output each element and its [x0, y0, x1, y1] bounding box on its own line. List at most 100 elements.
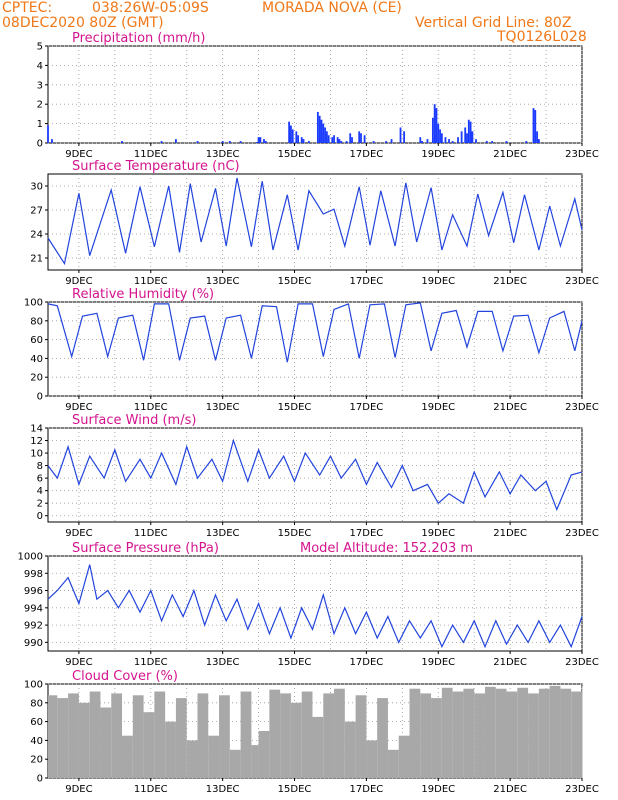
cloud-bar — [219, 695, 230, 778]
y-tick-label: 40 — [30, 736, 43, 747]
precip-bar — [47, 125, 49, 143]
cloud-bar — [132, 695, 144, 778]
x-tick-label: 19DEC — [421, 402, 455, 413]
y-tick-label: 990 — [24, 638, 43, 649]
x-tick-label: 13DEC — [206, 276, 240, 287]
precip-bar — [537, 139, 540, 143]
header-vline: Vertical Grid Line: 80Z — [415, 15, 572, 31]
x-tick-label: 11DEC — [134, 528, 168, 539]
precip-bar — [534, 110, 537, 143]
x-tick-label: 9DEC — [65, 657, 92, 668]
cloud-bar — [186, 740, 198, 778]
precip-bar — [399, 127, 402, 143]
y-tick-label: 0 — [37, 774, 43, 785]
y-tick-label: 996 — [24, 586, 43, 597]
precip-bar — [358, 131, 361, 143]
x-tick-label: 13DEC — [206, 402, 240, 413]
y-tick-label: 2 — [37, 100, 43, 111]
precip-bar — [372, 141, 375, 143]
precip-bar — [51, 139, 53, 143]
y-tick-label: 60 — [30, 717, 43, 728]
precip-bar — [431, 117, 434, 143]
precip-bar — [505, 141, 508, 143]
y-tick-label: 4 — [37, 486, 43, 497]
x-tick-label: 19DEC — [421, 528, 455, 539]
precip-bar — [295, 131, 298, 143]
x-tick-label: 23DEC — [565, 784, 599, 795]
header-source: CPTEC: — [2, 0, 53, 16]
x-tick-label: 21DEC — [493, 402, 527, 413]
y-tick-label: 60 — [30, 335, 43, 346]
cloud-bar — [441, 687, 453, 778]
cloud-bar — [463, 688, 475, 778]
x-tick-label: 21DEC — [493, 784, 527, 795]
cloud-bar — [229, 749, 241, 778]
precip-bar — [345, 141, 348, 143]
precip-bar — [316, 111, 319, 143]
cloud-bar — [143, 712, 155, 778]
header-coords: 038:26W-05:09S — [92, 0, 209, 16]
precip-bar — [291, 129, 294, 143]
precip-bar — [435, 108, 438, 143]
precip-bar — [460, 131, 463, 143]
x-tick-label: 23DEC — [565, 528, 599, 539]
cloud-bar — [122, 735, 133, 778]
y-tick-label: 12 — [30, 436, 43, 447]
x-tick-label: 17DEC — [350, 402, 384, 413]
x-tick-label: 11DEC — [134, 784, 168, 795]
precip-bar — [333, 135, 335, 143]
series-line — [47, 302, 583, 363]
cloud-bar — [312, 716, 324, 778]
cloud-bar — [517, 687, 529, 778]
cloud-bar — [538, 688, 550, 778]
precip-bar — [525, 141, 528, 143]
panel-title: Surface Wind (m/s) — [72, 413, 196, 428]
cloud-bar — [100, 707, 112, 778]
cloud-bar — [377, 698, 388, 778]
y-tick-label: 994 — [24, 603, 43, 614]
cloud-bar — [582, 685, 583, 778]
precip-bar — [175, 139, 177, 143]
cloud-bar — [323, 693, 335, 778]
precip-bar — [336, 137, 339, 143]
y-tick-label: 0 — [37, 511, 43, 522]
x-tick-label: 19DEC — [421, 276, 455, 287]
cloud-bar — [78, 702, 90, 778]
precip-bar — [327, 135, 330, 143]
series-line — [47, 564, 583, 649]
x-tick-label: 21DEC — [493, 528, 527, 539]
precip-bar — [451, 141, 454, 143]
precip-bar — [469, 121, 472, 143]
x-tick-label: 19DEC — [421, 149, 455, 160]
x-tick-label: 9DEC — [65, 402, 92, 413]
panel-title: Cloud Cover (%) — [72, 669, 178, 684]
cloud-bar — [175, 698, 187, 778]
precip-bar — [421, 141, 423, 143]
precip-bar — [403, 131, 406, 143]
cloud-bar — [197, 693, 209, 778]
precip-bar — [263, 139, 265, 143]
precip-bar — [300, 137, 303, 143]
y-tick-label: 80 — [30, 316, 43, 327]
panel-annotation: Model Altitude: 152.203 m — [300, 541, 473, 556]
x-tick-label: 19DEC — [421, 657, 455, 668]
cloud-bar — [154, 691, 166, 778]
x-tick-label: 11DEC — [134, 657, 168, 668]
y-tick-label: 40 — [30, 354, 43, 365]
y-tick-label: 1 — [37, 119, 43, 130]
x-tick-label: 13DEC — [206, 149, 240, 160]
y-tick-label: 21 — [30, 254, 43, 265]
precip-bar — [448, 139, 450, 143]
cloud-bar — [409, 688, 421, 778]
precip-bar — [363, 135, 366, 143]
x-tick-label: 21DEC — [493, 149, 527, 160]
x-tick-label: 9DEC — [65, 784, 92, 795]
y-tick-label: 14 — [30, 424, 43, 435]
panel-frame — [47, 427, 583, 523]
x-tick-label: 23DEC — [565, 402, 599, 413]
precip-bar — [390, 139, 393, 143]
panel-title: Surface Temperature (nC) — [72, 159, 240, 174]
y-tick-label: 3 — [37, 80, 43, 91]
precip-bar — [485, 141, 488, 143]
precip-bar — [324, 127, 326, 143]
